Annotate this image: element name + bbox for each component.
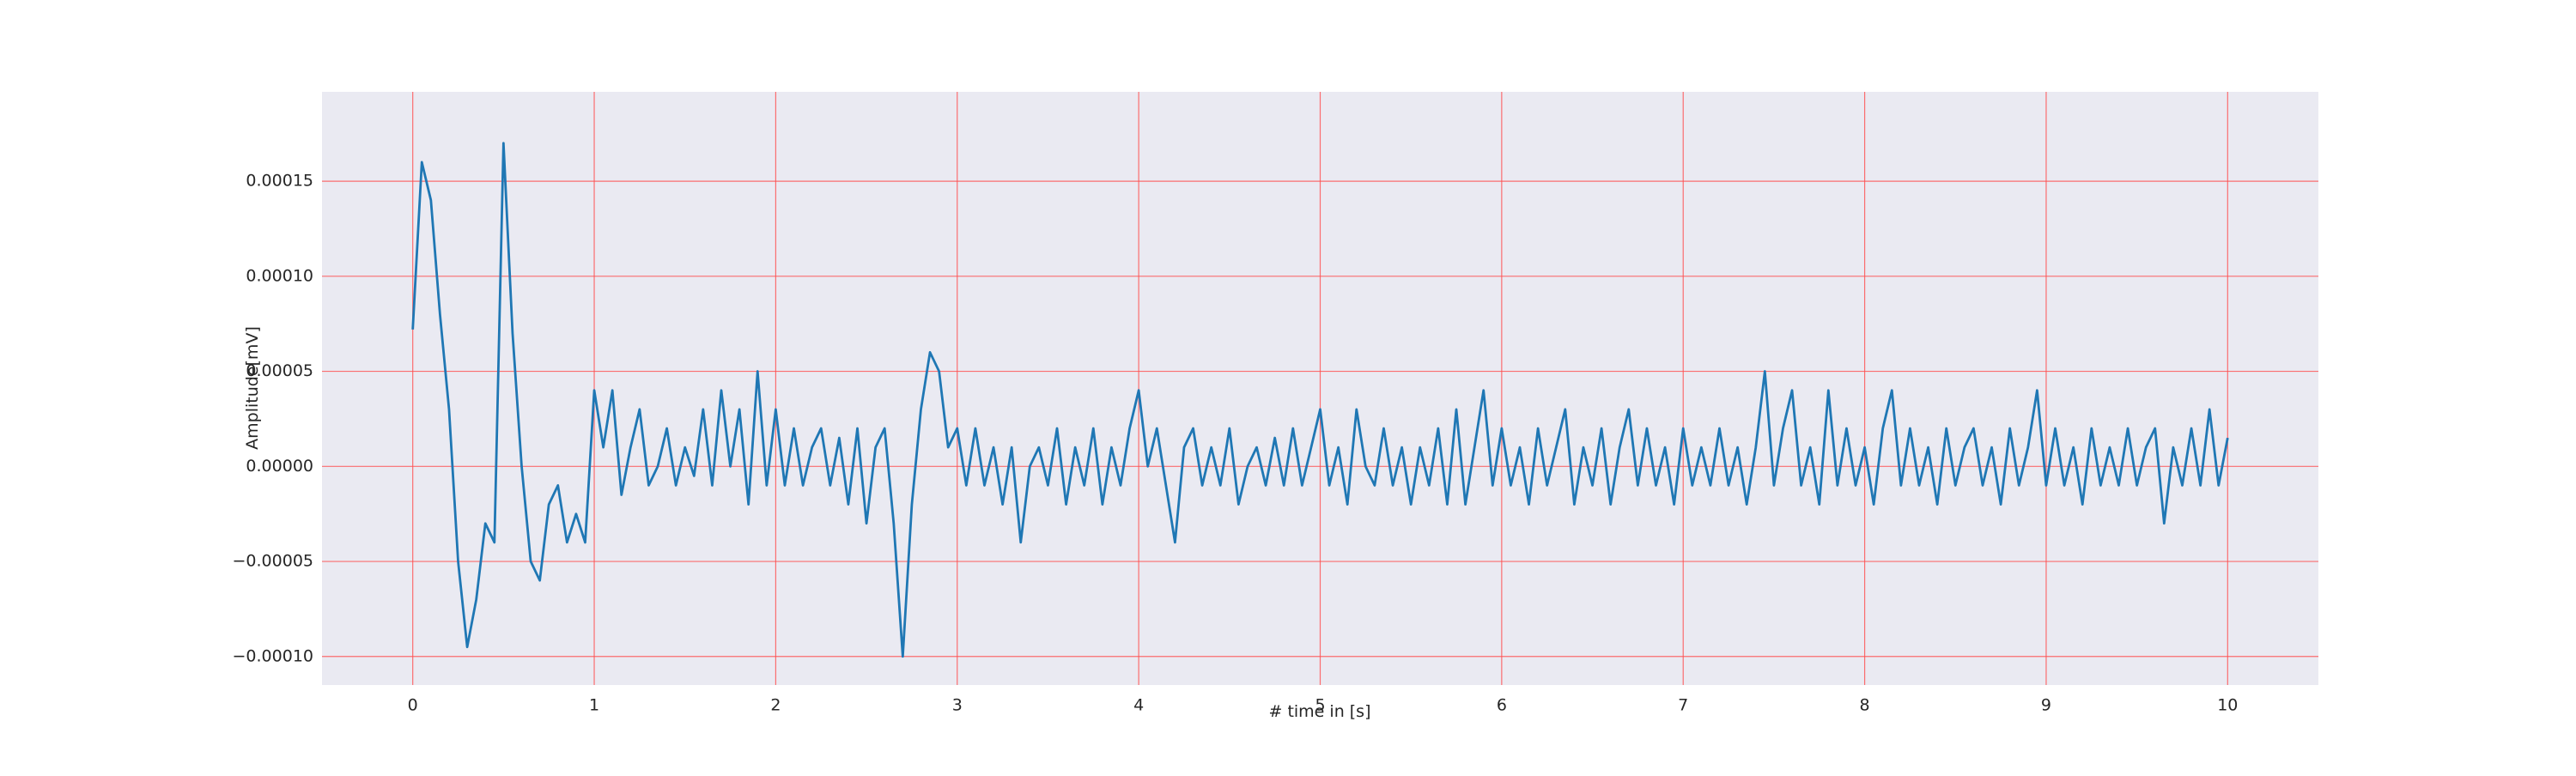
data-lines — [411, 142, 2229, 658]
y-tick-label: 0.00015 — [246, 172, 313, 191]
x-tick-label: 10 — [2217, 696, 2238, 715]
x-tick-label: 1 — [589, 696, 599, 715]
x-tick-label: 9 — [2041, 696, 2051, 715]
x-tick-label: 0 — [408, 696, 418, 715]
x-tick-label: 8 — [1860, 696, 1870, 715]
y-tick-label: 0.00010 — [246, 266, 313, 285]
data-line — [411, 142, 2229, 658]
y-tick-label: −0.00005 — [233, 552, 314, 571]
y-tick-label: 0.00000 — [246, 457, 313, 476]
x-tick-label: 7 — [1678, 696, 1688, 715]
x-tick-label: 4 — [1133, 696, 1144, 715]
x-tick-label: 6 — [1497, 696, 1507, 715]
grid — [322, 92, 2318, 685]
x-tick-label: 2 — [770, 696, 781, 715]
x-tick-label: 5 — [1315, 696, 1325, 715]
labels: 0 1 2 3 4 5 6 7 8 9 10 −0.00010 −0.00005 0.00000 0.000… — [233, 172, 2239, 715]
x-tick-label: 3 — [952, 696, 963, 715]
y-tick-label: −0.00010 — [233, 646, 314, 665]
x-axis-label: # time in [s] — [1268, 702, 1370, 721]
y-tick-label: 0.00005 — [246, 361, 313, 380]
y-axis-label: Amplitude[mV] — [243, 326, 262, 450]
